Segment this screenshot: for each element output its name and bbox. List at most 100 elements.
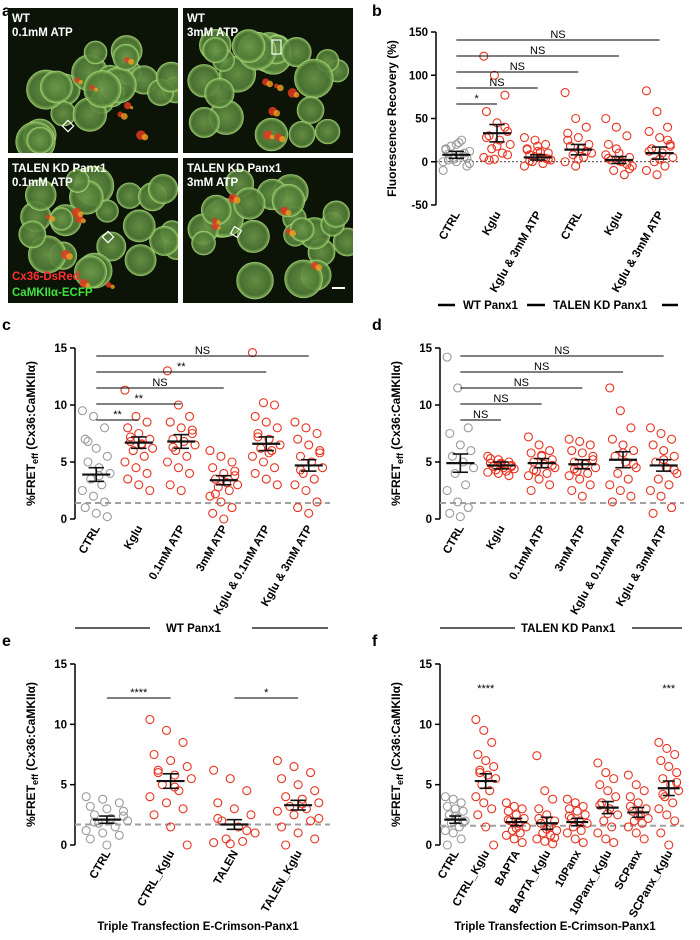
data-point [495, 135, 505, 145]
data-point [507, 462, 517, 472]
data-point [575, 474, 585, 484]
data-point [637, 818, 647, 828]
cell [236, 261, 274, 300]
cell [24, 179, 57, 211]
data-point [509, 801, 519, 811]
roi-box [61, 119, 75, 133]
data-point [205, 446, 215, 456]
micrograph-tile: TALEN KD Panx1 3mM ATP [183, 158, 353, 303]
roi-box [271, 39, 282, 55]
data-point [293, 434, 303, 444]
micrograph-tile: TALEN KD Panx1 0.1mM ATP [8, 158, 178, 303]
data-point [301, 423, 311, 433]
data-point [611, 122, 621, 132]
data-point [297, 799, 307, 809]
data-point [523, 471, 534, 481]
data-point [464, 158, 475, 169]
data-point [250, 411, 260, 421]
data-point [83, 436, 93, 447]
data-point [635, 810, 645, 820]
yellow-puncta [128, 58, 135, 65]
data-point [91, 508, 101, 518]
significance-label: NS [554, 345, 569, 357]
data-point [662, 810, 672, 820]
data-point [120, 457, 130, 467]
data-point [182, 451, 192, 461]
data-point [654, 804, 664, 814]
data-point [607, 434, 617, 444]
micrograph-grid: WT 0.1mM ATP WT 3mM ATP TALEN KD Panx1 0.1mM … [8, 8, 353, 303]
data-point [483, 467, 493, 477]
micrograph-label-line1: WT [12, 13, 30, 25]
significance-label: NS [493, 393, 508, 405]
data-point [581, 146, 591, 156]
data-point [110, 822, 120, 832]
data-point [289, 762, 299, 772]
data-point [102, 804, 112, 814]
data-point [633, 798, 643, 808]
yellow-puncta [315, 264, 323, 271]
cell [155, 61, 178, 93]
category-label: 3mM ATP [194, 523, 230, 574]
y-tick-label: 0 [426, 514, 432, 526]
cell [231, 29, 266, 63]
data-point [209, 765, 219, 775]
category-label: 3mM ATP [553, 523, 589, 574]
data-point [182, 840, 192, 850]
data-point [170, 770, 180, 780]
data-point [461, 480, 471, 490]
data-point [453, 497, 463, 507]
data-point [459, 148, 469, 158]
data-point [668, 152, 678, 162]
yellow-puncta [266, 80, 274, 88]
data-point [224, 485, 234, 496]
data-point [595, 800, 605, 810]
data-point [460, 816, 470, 826]
data-point [601, 768, 611, 778]
cell [288, 120, 316, 148]
data-point [85, 801, 95, 811]
data-point [88, 491, 99, 501]
yellow-puncta [216, 219, 221, 225]
data-point [128, 446, 138, 456]
data-point [503, 815, 513, 825]
data-point [562, 794, 572, 804]
data-point [532, 834, 542, 844]
data-point [445, 428, 455, 439]
data-point [91, 443, 101, 453]
data-point [660, 161, 670, 171]
data-point [639, 786, 649, 796]
data-point [501, 830, 511, 840]
data-point [519, 161, 530, 171]
chart-d: 0 5 10 15 %FRETeff (Cx36:CaMKIIα) CTRL Kglu 0.1… [389, 343, 684, 617]
data-point [162, 457, 172, 467]
data-point [230, 466, 240, 476]
cell [188, 106, 220, 138]
data-point [246, 810, 256, 820]
data-point [479, 152, 489, 162]
cell [281, 37, 312, 68]
data-point [611, 144, 621, 154]
data-point [178, 804, 188, 814]
cell [149, 225, 178, 256]
data-point [593, 758, 603, 768]
y-axis-label: %FRETeff (Cx36:CaMKIIα) [24, 361, 40, 506]
data-point [489, 762, 499, 772]
cell-cluster [18, 165, 178, 290]
data-point [114, 830, 124, 840]
data-point [481, 822, 491, 832]
category-label: 0.1mM ATP [508, 523, 549, 582]
data-point [301, 485, 311, 496]
data-point [656, 428, 666, 439]
data-point [489, 154, 499, 164]
data-point [513, 818, 523, 828]
data-point [165, 480, 175, 490]
yellow-puncta [85, 282, 91, 288]
data-point [648, 440, 658, 450]
data-point [275, 440, 285, 450]
data-point [625, 164, 635, 174]
data-point [567, 446, 577, 456]
data-point [571, 113, 581, 124]
data-point [664, 840, 674, 850]
data-point [545, 480, 555, 490]
